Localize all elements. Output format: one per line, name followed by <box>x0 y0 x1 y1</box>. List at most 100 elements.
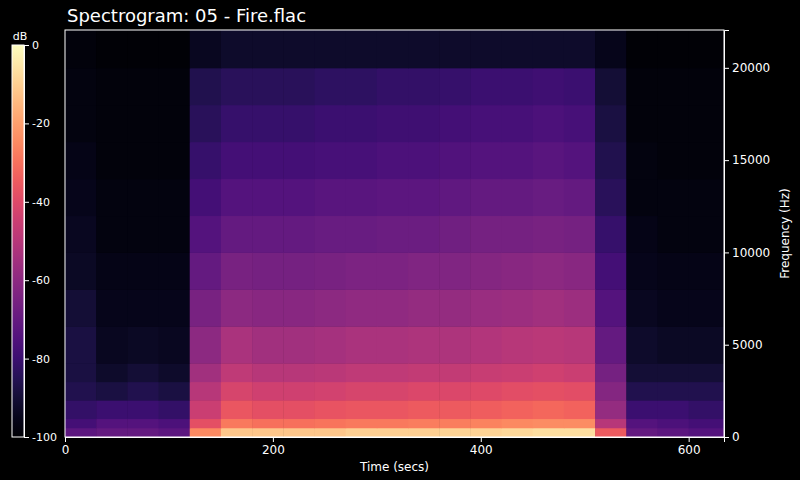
cell <box>96 68 128 105</box>
x-axis-title: Time (secs) <box>359 460 429 474</box>
tick-label: 5000 <box>732 338 763 352</box>
cell <box>346 289 378 326</box>
cell <box>346 105 378 142</box>
cell <box>252 382 284 401</box>
cell <box>439 326 471 363</box>
tick-label: 0 <box>732 430 740 444</box>
cell <box>346 216 378 253</box>
cell <box>314 179 346 216</box>
tick-label: -40 <box>32 196 50 209</box>
y-axis-title: Frequency (Hz) <box>778 188 792 279</box>
tick-label: -100 <box>32 431 57 444</box>
cell <box>408 252 440 289</box>
cell <box>470 68 502 105</box>
cell <box>346 326 378 363</box>
cell <box>159 419 191 429</box>
tick-mark <box>724 437 729 438</box>
tick: 20000 <box>724 61 770 75</box>
cell <box>657 363 689 382</box>
cell <box>657 428 689 437</box>
cell <box>283 363 315 382</box>
tick: -100 <box>24 431 57 444</box>
tick-mark <box>24 123 29 124</box>
cell <box>190 363 222 382</box>
cell <box>314 382 346 401</box>
cell <box>564 382 596 401</box>
cell <box>283 382 315 401</box>
cell <box>346 179 378 216</box>
tick: 600 <box>678 437 701 457</box>
cell <box>689 252 724 289</box>
cell <box>127 68 159 105</box>
cell <box>252 428 284 437</box>
cell <box>252 142 284 179</box>
cell <box>408 179 440 216</box>
tick-label: -60 <box>32 274 50 287</box>
cell <box>377 400 409 419</box>
cell <box>127 428 159 437</box>
cell <box>626 428 658 437</box>
cell <box>689 142 724 179</box>
cell <box>159 105 191 142</box>
y-axis: 05000100001500020000 <box>724 31 770 445</box>
tick-label: -20 <box>32 117 50 130</box>
cell <box>470 179 502 216</box>
cell <box>252 289 284 326</box>
cell <box>689 179 724 216</box>
cell <box>314 30 346 68</box>
cell <box>96 252 128 289</box>
cell <box>595 68 627 105</box>
cell <box>127 179 159 216</box>
cell <box>439 216 471 253</box>
cell <box>657 252 689 289</box>
cell <box>96 363 128 382</box>
cell <box>502 326 534 363</box>
cell <box>65 363 97 382</box>
cell <box>439 252 471 289</box>
cell <box>470 105 502 142</box>
cell <box>564 289 596 326</box>
cell <box>533 428 565 437</box>
tick: 5000 <box>724 338 763 352</box>
cell <box>346 428 378 437</box>
cell <box>283 68 315 105</box>
cell <box>346 400 378 419</box>
cell <box>96 289 128 326</box>
cell <box>657 326 689 363</box>
cell <box>190 105 222 142</box>
cell <box>221 179 253 216</box>
cell <box>657 142 689 179</box>
cell <box>564 363 596 382</box>
cell <box>533 400 565 419</box>
cell <box>533 326 565 363</box>
cell <box>564 142 596 179</box>
cell <box>439 30 471 68</box>
cell <box>252 179 284 216</box>
cell <box>689 428 724 437</box>
cell <box>533 179 565 216</box>
cell <box>689 419 724 429</box>
cell <box>408 363 440 382</box>
cell <box>657 216 689 253</box>
cell <box>377 428 409 437</box>
cell <box>595 419 627 429</box>
cell <box>65 105 97 142</box>
tick-mark <box>24 280 29 281</box>
cell <box>502 419 534 429</box>
cell <box>314 105 346 142</box>
cell <box>657 419 689 429</box>
cell <box>252 68 284 105</box>
cell <box>377 105 409 142</box>
axis-line <box>725 31 730 438</box>
cell <box>502 30 534 68</box>
cell <box>533 142 565 179</box>
tick-label: -80 <box>32 353 50 366</box>
cell <box>564 428 596 437</box>
cell <box>190 289 222 326</box>
cell <box>127 382 159 401</box>
cell <box>533 252 565 289</box>
cell <box>159 216 191 253</box>
cell <box>408 30 440 68</box>
cell <box>346 252 378 289</box>
cell <box>564 419 596 429</box>
